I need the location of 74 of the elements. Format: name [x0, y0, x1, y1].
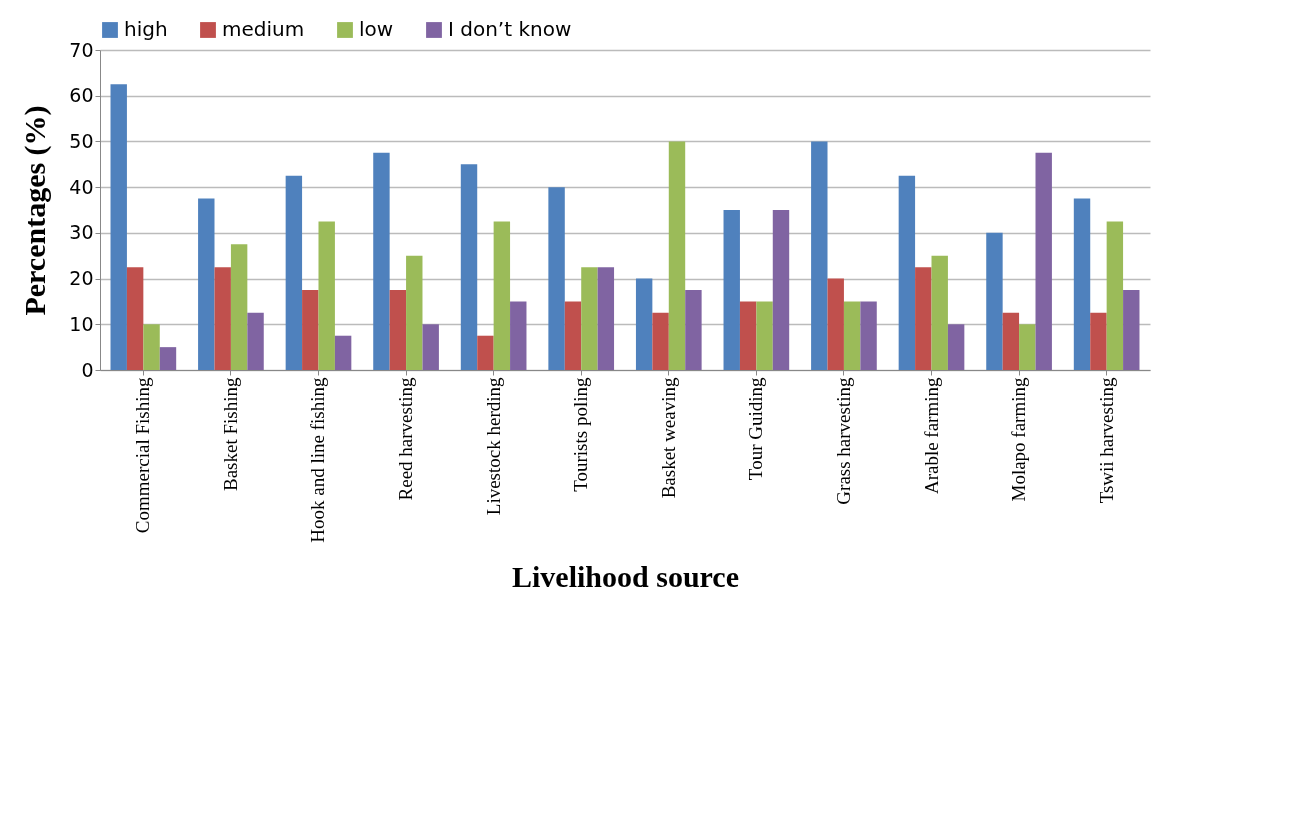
bar	[214, 267, 231, 370]
bar	[668, 141, 686, 370]
x-tick-label: Commercial Fishing	[132, 377, 154, 534]
bar	[860, 301, 877, 370]
bar	[198, 198, 215, 370]
bar	[811, 141, 828, 370]
x-tick-label: Grass harvesting	[832, 377, 854, 505]
x-tick-label: Reed harvesting	[395, 377, 417, 501]
y-tick-label: 70	[69, 38, 94, 61]
legend-label: medium	[222, 17, 305, 41]
bar	[422, 324, 439, 370]
bar	[915, 267, 932, 370]
x-tick-label: Tour Guiding	[745, 377, 767, 481]
bar	[597, 267, 615, 370]
bar	[1073, 198, 1091, 370]
x-tick-label: Molapo farming	[1008, 377, 1030, 502]
bar	[685, 290, 702, 370]
legend-label: I don’t know	[448, 17, 572, 41]
y-axis-title: Percentages (%)	[18, 105, 53, 316]
bar	[898, 175, 916, 370]
y-tick-label: 60	[69, 84, 94, 107]
bar	[1019, 324, 1036, 370]
x-axis-title: Livelihood source	[512, 559, 739, 593]
bar	[477, 335, 494, 370]
y-tick-label: 30	[69, 221, 94, 244]
x-tick-label: Arable farming	[920, 377, 942, 495]
bar	[230, 244, 248, 370]
x-tick-label: Livestock herding	[482, 377, 504, 516]
x-tick-label: Tswii harvesting	[1095, 377, 1117, 504]
x-tick-label: Basket weaving	[657, 377, 679, 499]
bar	[986, 232, 1003, 370]
bar	[1106, 221, 1124, 370]
bar	[373, 152, 390, 370]
bar	[739, 301, 757, 370]
y-tick-label: 10	[69, 312, 94, 335]
bar	[827, 278, 844, 370]
bar	[110, 84, 127, 370]
bar	[947, 324, 965, 370]
bar	[564, 301, 582, 370]
bar	[406, 255, 423, 370]
bar	[772, 210, 790, 370]
x-tick-label: Hook and line fishing	[307, 377, 329, 543]
bar	[843, 301, 861, 370]
bar	[1002, 312, 1020, 370]
legend-label: low	[359, 17, 394, 41]
bar	[318, 221, 335, 370]
bar	[1123, 290, 1140, 370]
x-tick-label: Basket Fishing	[219, 377, 241, 491]
bar	[581, 267, 598, 370]
bar	[302, 290, 319, 370]
y-tick-label: 40	[69, 175, 94, 198]
bar	[1090, 312, 1107, 370]
bar	[460, 164, 478, 370]
bar	[126, 267, 144, 370]
y-tick-label: 50	[69, 129, 94, 152]
bar	[510, 301, 527, 370]
legend-label: high	[124, 17, 168, 41]
bar	[756, 301, 773, 370]
y-tick-label: 0	[81, 358, 94, 381]
x-tick-label: Tourists poling	[570, 377, 592, 492]
bar	[1035, 152, 1052, 370]
bar	[931, 255, 948, 370]
y-tick-label: 20	[69, 267, 94, 290]
bar	[548, 187, 565, 370]
bar	[143, 324, 160, 370]
bar	[285, 175, 303, 370]
bar	[389, 290, 407, 370]
bar	[159, 347, 177, 370]
bar	[652, 312, 669, 370]
bar	[493, 221, 511, 370]
bar	[247, 312, 264, 370]
bar	[635, 278, 653, 370]
bar	[334, 335, 352, 370]
bar	[723, 210, 740, 370]
